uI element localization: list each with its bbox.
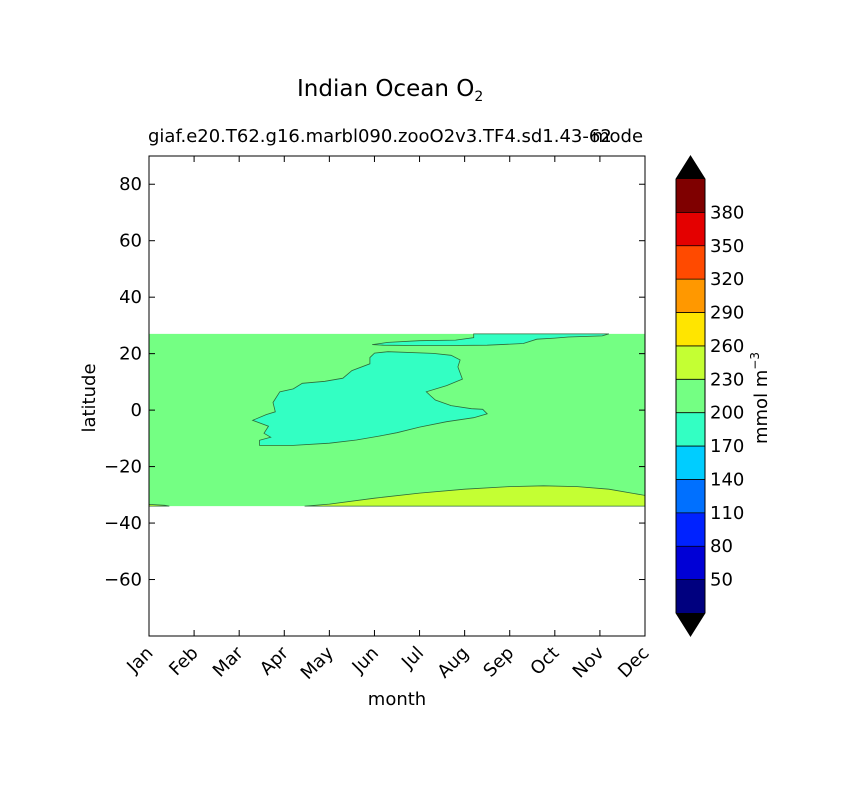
x-tick-label: Mar (209, 642, 248, 681)
colorbar-outline (675, 155, 706, 637)
y-tick-label: 0 (131, 400, 142, 421)
chart-title-subscript: 2 (474, 89, 484, 105)
colorbar-bin (676, 345, 705, 380)
colorbar-bin (676, 446, 705, 480)
colorbar-tick-label: 320 (710, 269, 744, 290)
colorbar-tick-label: 290 (710, 303, 744, 324)
colorbar-bin (676, 412, 705, 447)
colorbar-tick-label: 170 (710, 436, 744, 457)
colorbar-tick-label: 50 (710, 570, 733, 591)
x-tick-label: Jul (397, 643, 428, 674)
x-tick-label: Nov (569, 642, 609, 682)
colorbar-bin (676, 279, 705, 313)
colorbar-tick-label: 200 (710, 403, 744, 424)
x-tick-label: Dec (614, 643, 653, 682)
colorbar-extend-min (676, 613, 705, 636)
y-tick-label: −40 (104, 513, 142, 534)
x-tick-label: Feb (165, 643, 202, 680)
colorbar-label-exponent: −3 (748, 352, 762, 370)
colorbar-bin (676, 245, 705, 280)
y-tick-label: −20 (104, 457, 142, 478)
x-tick-label: Aug (433, 643, 473, 683)
colorbar-bin (676, 546, 705, 580)
x-tick-label: Oct (526, 643, 563, 680)
y-tick-label: −60 (104, 570, 142, 591)
chart-title: Indian Ocean O2 (297, 76, 483, 105)
colorbar-bin (676, 212, 705, 247)
colorbar-bin (676, 179, 705, 213)
colorbar: 50 80 110 140 170 200 230 260 290 320 350 380 (675, 155, 744, 637)
chart-subtitle-right: mode (592, 126, 644, 147)
x-tick-label: Sep (479, 643, 518, 682)
colorbar-bin (676, 379, 705, 413)
chart-title-text: Indian Ocean O (297, 76, 475, 102)
y-tick-label: 80 (119, 174, 142, 195)
x-tick-label: May (297, 642, 338, 683)
chart-subtitle-left: giaf.e20.T62.g16.marbl090.zooO2v3.TF4.sd… (148, 126, 612, 147)
y-axis-label: latitude (79, 363, 100, 432)
colorbar-tick-label: 230 (710, 369, 744, 390)
colorbar-label-unit: mmol m (751, 370, 772, 444)
x-tick-label: Jan (122, 643, 157, 678)
y-tick-label: 60 (119, 231, 142, 252)
x-tick-label: Apr (256, 642, 293, 679)
x-tick-label: Jun (348, 643, 383, 678)
x-axis-label: month (368, 689, 426, 710)
contour-region-central-low (251, 351, 488, 446)
colorbar-extend-max (676, 156, 705, 179)
colorbar-tick-label: 110 (710, 503, 744, 524)
plot-frame (148, 155, 646, 637)
colorbar-tick-label: 380 (710, 202, 744, 223)
colorbar-label: mmol m−3 (748, 352, 772, 444)
colorbar-tick-label: 260 (710, 336, 744, 357)
y-tick-label: 40 (119, 287, 142, 308)
colorbar-bin (676, 579, 705, 614)
colorbar-tick-label: 80 (710, 536, 733, 557)
y-tick-label: 20 (119, 344, 142, 365)
colorbar-tick-label: 350 (710, 236, 744, 257)
contour-region-north-low (372, 333, 610, 346)
colorbar-bin (676, 312, 705, 347)
colorbar-bin (676, 479, 705, 514)
colorbar-tick-label: 140 (710, 469, 744, 490)
colorbar-bin (676, 512, 705, 547)
contour-plot (148, 333, 646, 507)
